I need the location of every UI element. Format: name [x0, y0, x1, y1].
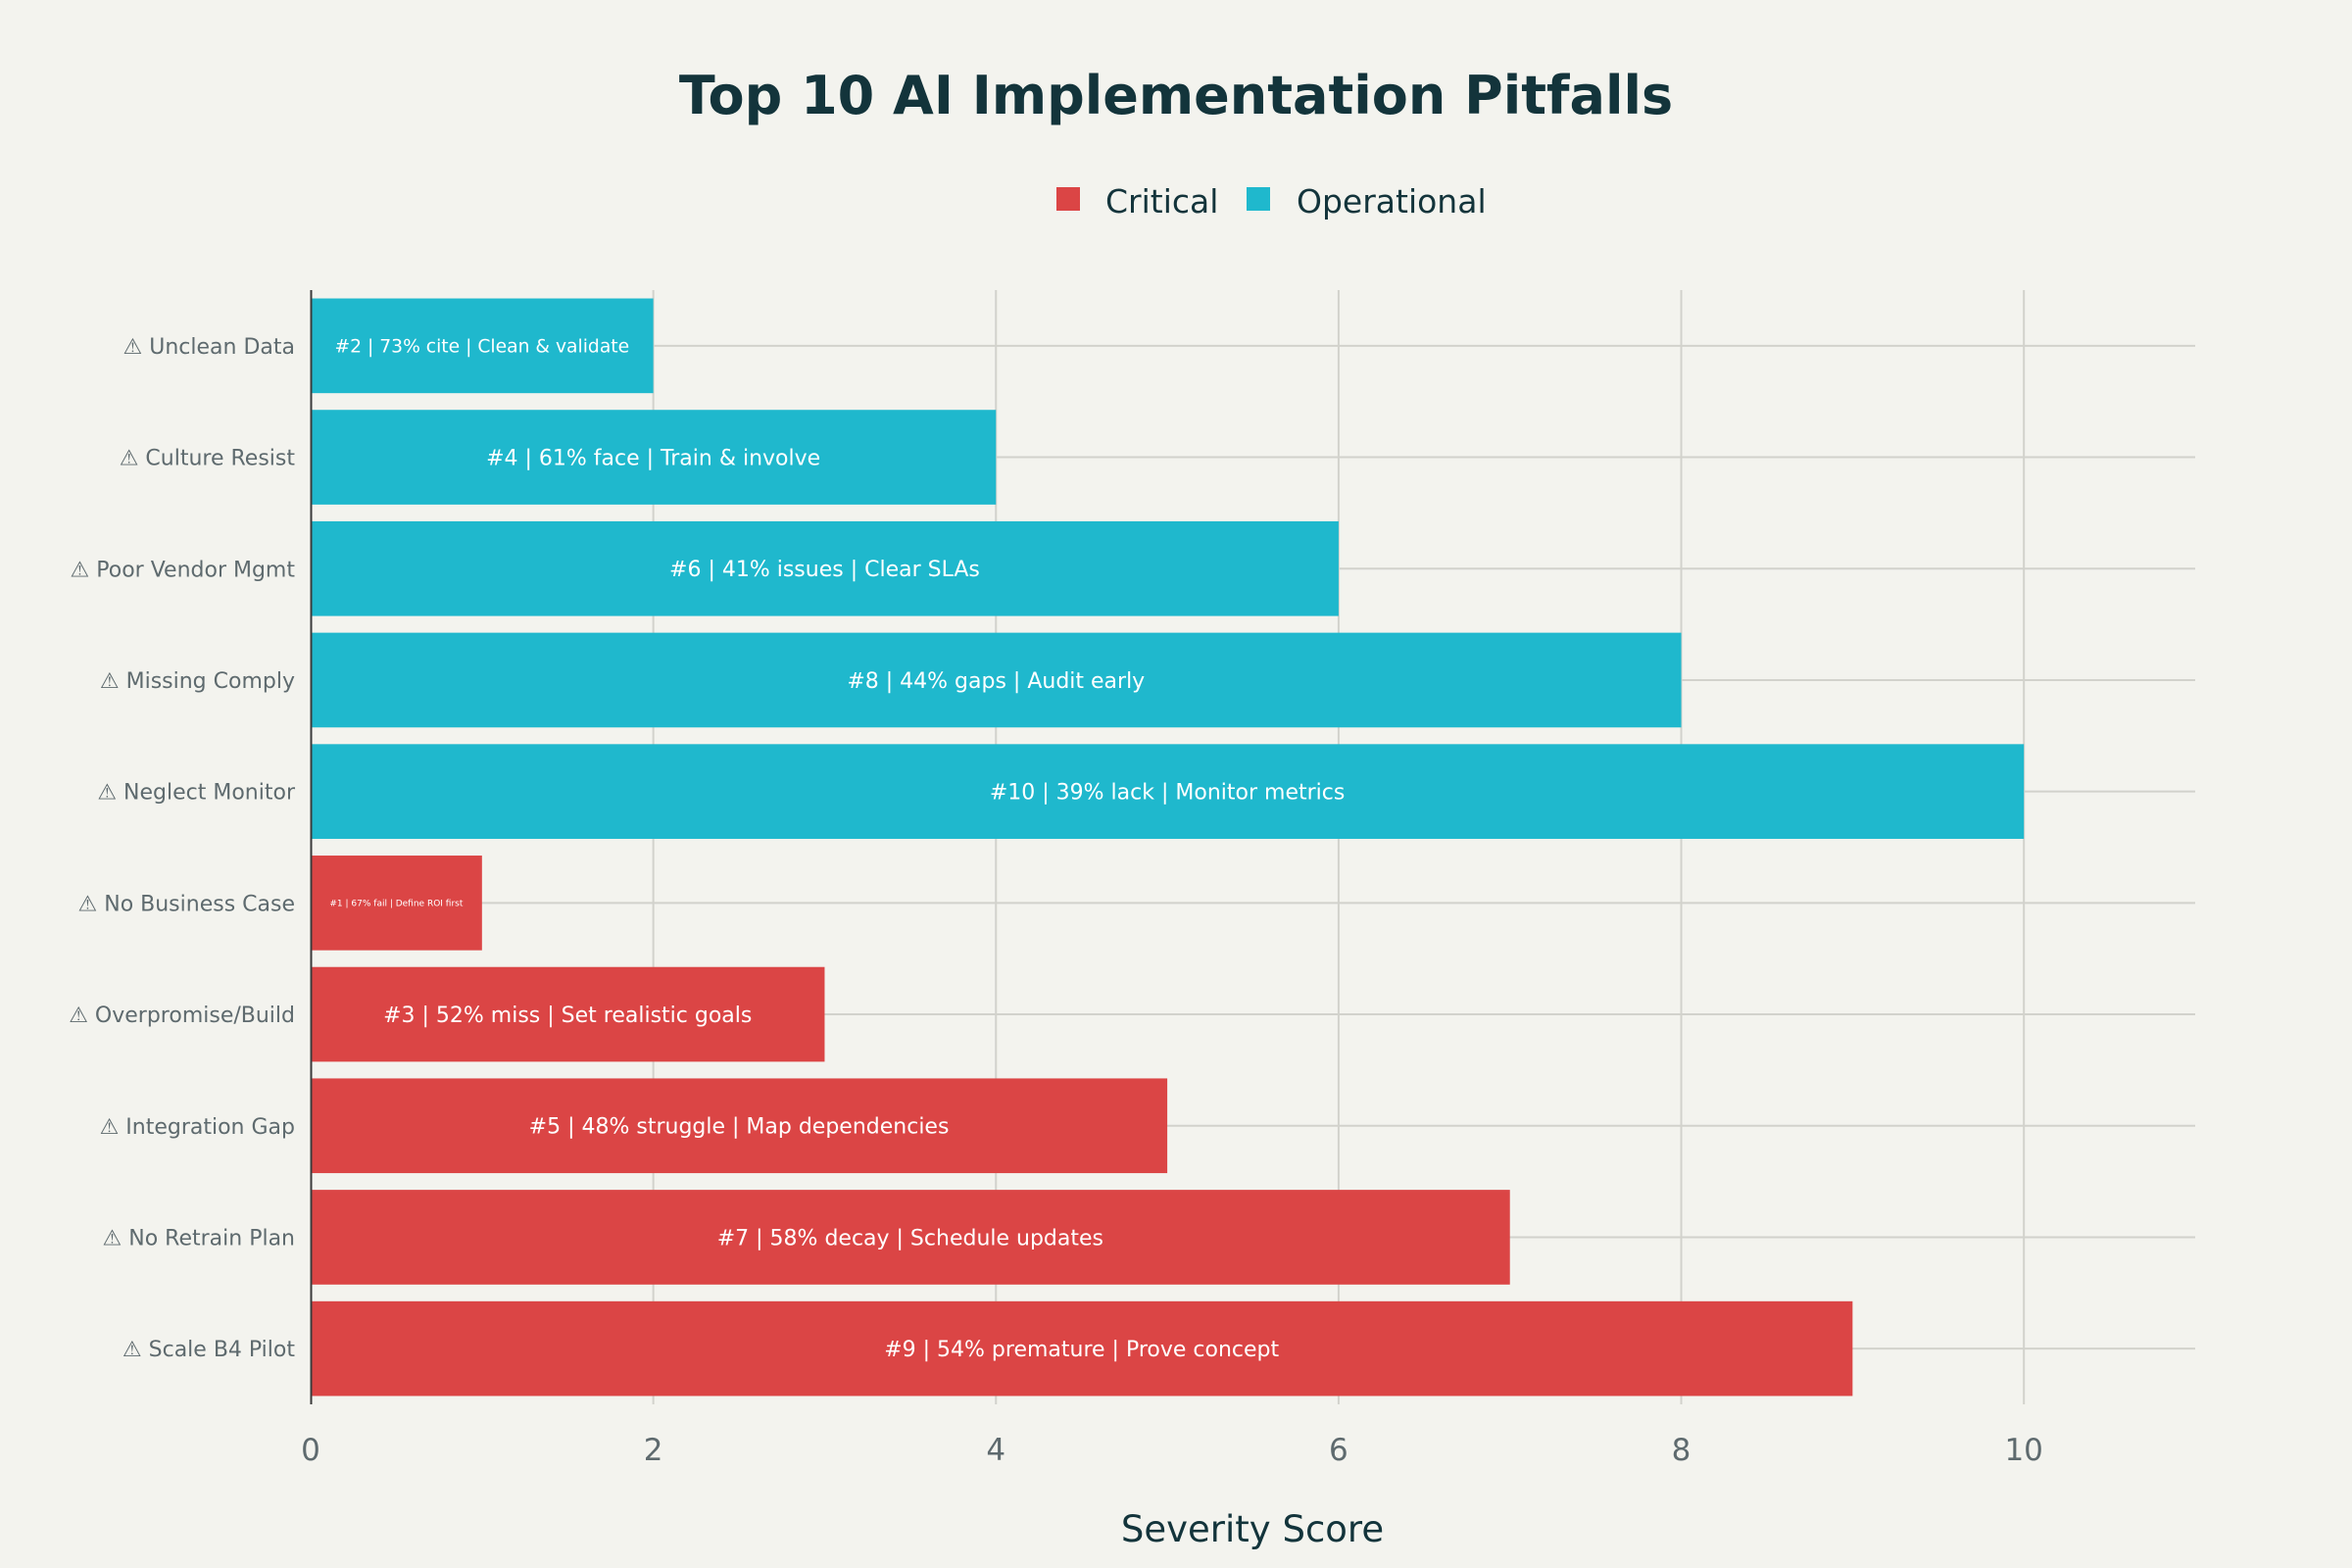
- x-axis-title: Severity Score: [1121, 1508, 1384, 1550]
- y-category-label: ⚠ Integration Gap: [100, 1115, 295, 1140]
- bar-critical[interactable]: [311, 1300, 1853, 1396]
- bar-labels: #1 | 67% fail | Define ROI first #3 | 52%…: [329, 337, 1345, 1362]
- legend-label-operational: Operational: [1297, 182, 1487, 220]
- bar-operational[interactable]: [311, 298, 654, 394]
- x-tick-label: 6: [1329, 1433, 1348, 1468]
- bar-critical[interactable]: [311, 1190, 1510, 1285]
- plot-area: #1 | 67% fail | Define ROI first #3 | 52%…: [310, 290, 2195, 1404]
- bar-data-label: #10 | 39% lack | Monitor metrics: [990, 781, 1345, 806]
- chart-title: Top 10 AI Implementation Pitfalls: [679, 65, 1673, 126]
- bar-operational[interactable]: [311, 632, 1682, 728]
- x-tick-label: 2: [644, 1433, 663, 1468]
- legend-item-operational[interactable]: Operational: [1247, 182, 1487, 220]
- y-category-label: ⚠ Poor Vendor Mgmt: [71, 558, 296, 582]
- bar-data-label: #5 | 48% struggle | Map dependencies: [529, 1115, 950, 1140]
- bar-critical[interactable]: [311, 1078, 1168, 1174]
- bar-data-label: #2 | 73% cite | Clean & validate: [334, 337, 629, 358]
- bar-data-label: #4 | 61% face | Train & involve: [486, 446, 820, 470]
- y-category-label: ⚠ Unclean Data: [123, 335, 295, 360]
- bar-data-label: #7 | 58% decay | Schedule updates: [717, 1226, 1103, 1250]
- y-category-label: ⚠ No Business Case: [78, 892, 295, 916]
- bar-data-label: #9 | 54% premature | Prove concept: [884, 1338, 1279, 1362]
- y-category-label: ⚠ Neglect Monitor: [97, 781, 296, 806]
- bar-critical[interactable]: [311, 856, 482, 951]
- bar-data-label: #6 | 41% issues | Clear SLAs: [669, 558, 980, 582]
- legend-item-critical[interactable]: Critical: [1056, 182, 1218, 220]
- y-axis: ⚠ Unclean Data ⚠ Culture Resist ⚠ Poor Ven…: [69, 335, 296, 1362]
- bars: [311, 298, 2025, 1396]
- legend-swatch-operational: [1247, 187, 1270, 211]
- y-category-label: ⚠ Scale B4 Pilot: [122, 1338, 295, 1362]
- bar-operational[interactable]: [311, 520, 1339, 616]
- y-category-label: ⚠ Culture Resist: [120, 447, 296, 471]
- legend-label-critical: Critical: [1105, 182, 1218, 220]
- bar-operational[interactable]: [311, 410, 997, 505]
- bar-data-label: #1 | 67% fail | Define ROI first: [329, 900, 463, 909]
- bar-data-label: #8 | 44% gaps | Audit early: [847, 669, 1145, 694]
- bar-critical[interactable]: [311, 966, 825, 1062]
- y-category-label: ⚠ Missing Comply: [100, 669, 295, 694]
- bar-data-label: #3 | 52% miss | Set realistic goals: [383, 1004, 752, 1028]
- x-tick-label: 10: [2004, 1433, 2042, 1468]
- bar-operational[interactable]: [311, 744, 2025, 839]
- x-tick-label: 4: [986, 1433, 1005, 1468]
- legend-swatch-critical: [1056, 187, 1080, 211]
- y-category-label: ⚠ Overpromise/Build: [69, 1004, 295, 1028]
- legend: Critical Operational: [1056, 182, 1487, 220]
- x-tick-label: 8: [1672, 1433, 1691, 1468]
- y-category-label: ⚠ No Retrain Plan: [103, 1226, 295, 1250]
- x-tick-label: 0: [301, 1433, 320, 1468]
- x-axis: 0 2 4 6 8 10: [301, 1433, 2043, 1468]
